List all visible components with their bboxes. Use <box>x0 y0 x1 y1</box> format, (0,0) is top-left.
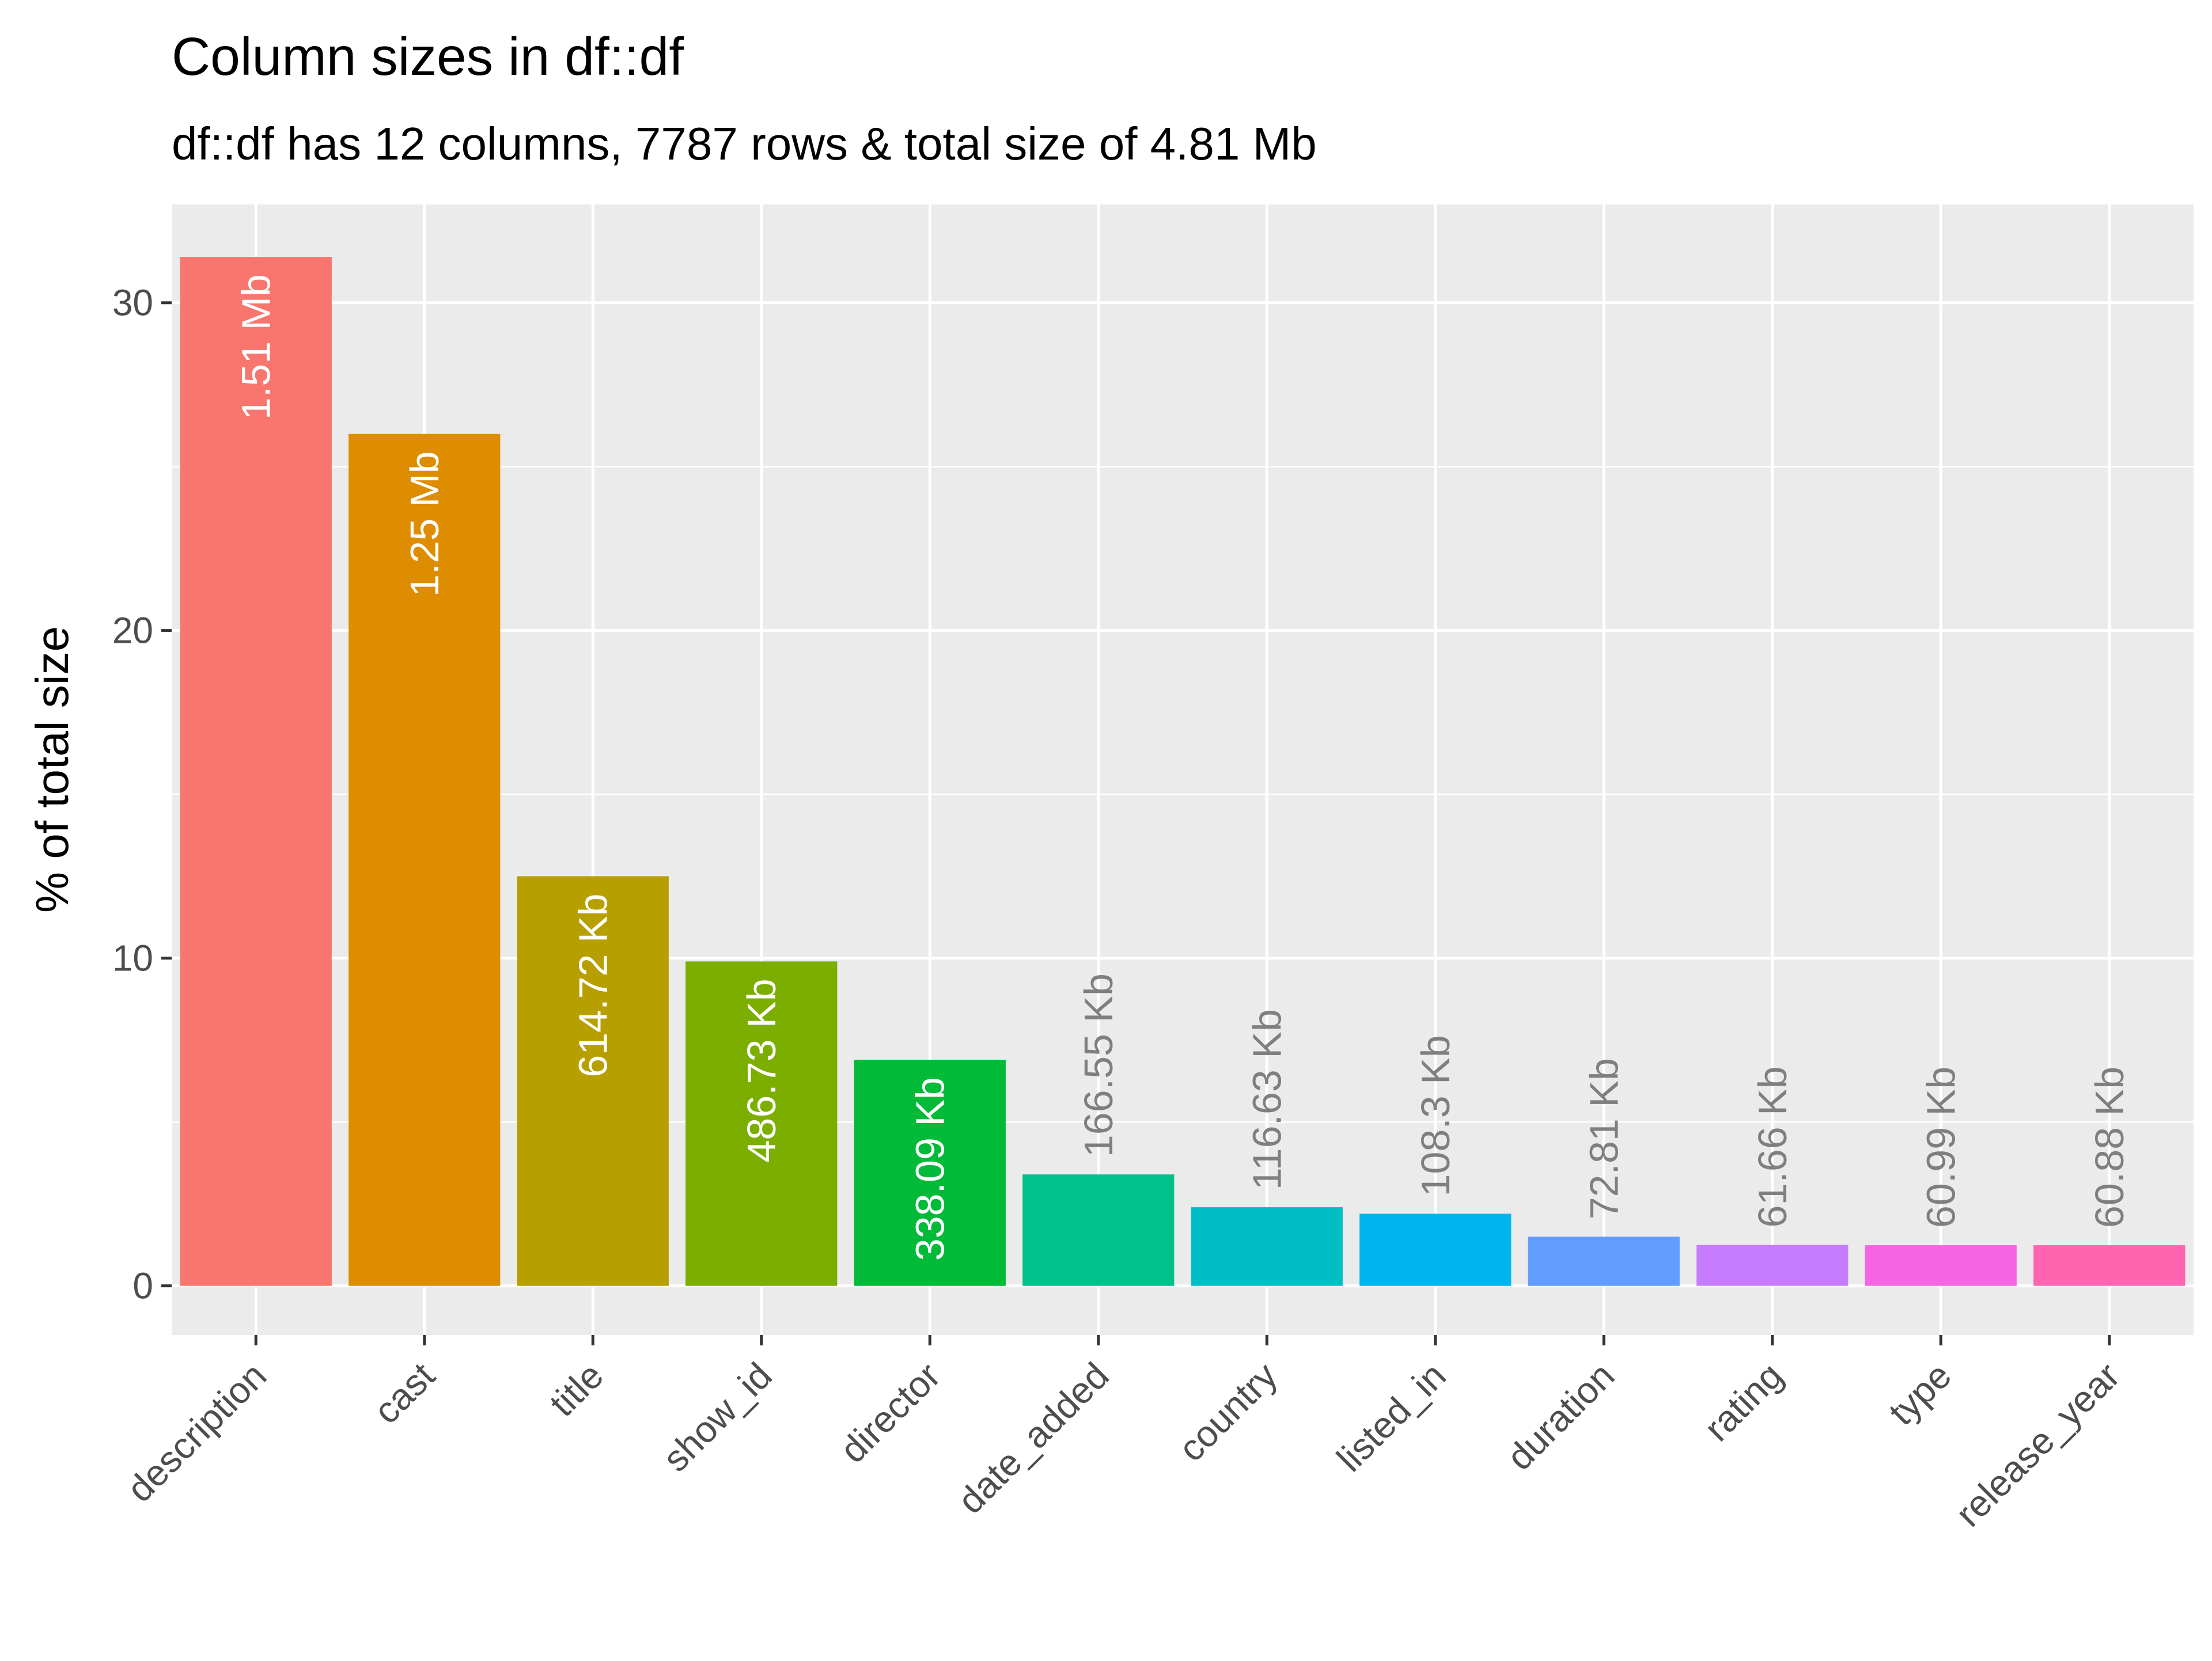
bar-country <box>1191 1207 1343 1286</box>
x-tick-label: rating <box>1696 1355 1791 1449</box>
chart-title: Column sizes in df::df <box>172 26 684 86</box>
y-tick-label: 0 <box>132 1265 153 1307</box>
bar-labels: 1.51 Mb 1.25 Mb 614.72 Kb 486.73 Kb 338.09 K… <box>233 274 2132 1261</box>
y-tick-label: 20 <box>112 610 153 651</box>
bar-value-label: 60.88 Kb <box>2087 1067 2132 1228</box>
x-tick-label: duration <box>1499 1355 1622 1478</box>
plot-panel <box>172 204 2194 1335</box>
bar-description <box>180 257 332 1286</box>
bar-value-label: 108.3 Kb <box>1413 1035 1458 1196</box>
bar-release_year <box>2033 1245 2186 1286</box>
bar-director <box>854 1060 1006 1286</box>
bar-rating <box>1696 1245 1849 1286</box>
bar-value-label: 1.51 Mb <box>233 274 278 420</box>
x-tick-label: type <box>1881 1355 1959 1433</box>
bar-value-label: 338.09 Kb <box>907 1077 952 1261</box>
x-axis: description cast title show_id director date_… <box>119 1335 2128 1535</box>
bar-value-label: 60.99 Kb <box>1918 1067 1963 1228</box>
bar-value-label: 1.25 Mb <box>402 451 447 597</box>
y-axis-title: % of total size <box>26 626 78 913</box>
x-tick-label: title <box>541 1355 611 1424</box>
bar-value-label: 166.55 Kb <box>1076 973 1121 1157</box>
chart-subtitle: df::df has 12 columns, 7787 rows & total… <box>172 118 1317 169</box>
x-tick-label: release_year <box>1948 1355 2128 1535</box>
bar-value-label: 61.66 Kb <box>1750 1066 1795 1227</box>
bar-value-label: 614.72 Kb <box>570 893 615 1077</box>
bar-date_added <box>1022 1174 1175 1286</box>
bar-listed_in <box>1359 1213 1512 1286</box>
y-axis: 0 10 20 30 <box>112 282 172 1307</box>
y-tick-label: 10 <box>112 938 153 979</box>
x-tick-label: cast <box>366 1355 443 1432</box>
bar-value-label: 486.73 Kb <box>739 979 784 1162</box>
bars <box>180 257 2186 1286</box>
x-tick-label: date_added <box>950 1355 1117 1522</box>
x-tick-label: country <box>1171 1355 1285 1469</box>
x-tick-label: show_id <box>655 1355 780 1480</box>
y-tick-label: 30 <box>112 282 153 324</box>
x-tick-label: description <box>119 1355 274 1510</box>
bar-cast <box>349 434 501 1286</box>
bar-value-label: 116.63 Kb <box>1244 1009 1289 1190</box>
bar-show_id <box>685 961 838 1286</box>
bar-value-label: 72.81 Kb <box>1581 1058 1626 1219</box>
bar-title <box>517 876 669 1286</box>
x-tick-label: listed_in <box>1329 1355 1454 1480</box>
x-tick-label: director <box>832 1355 948 1471</box>
bar-duration <box>1528 1237 1680 1286</box>
bar-type <box>1865 1245 2017 1286</box>
